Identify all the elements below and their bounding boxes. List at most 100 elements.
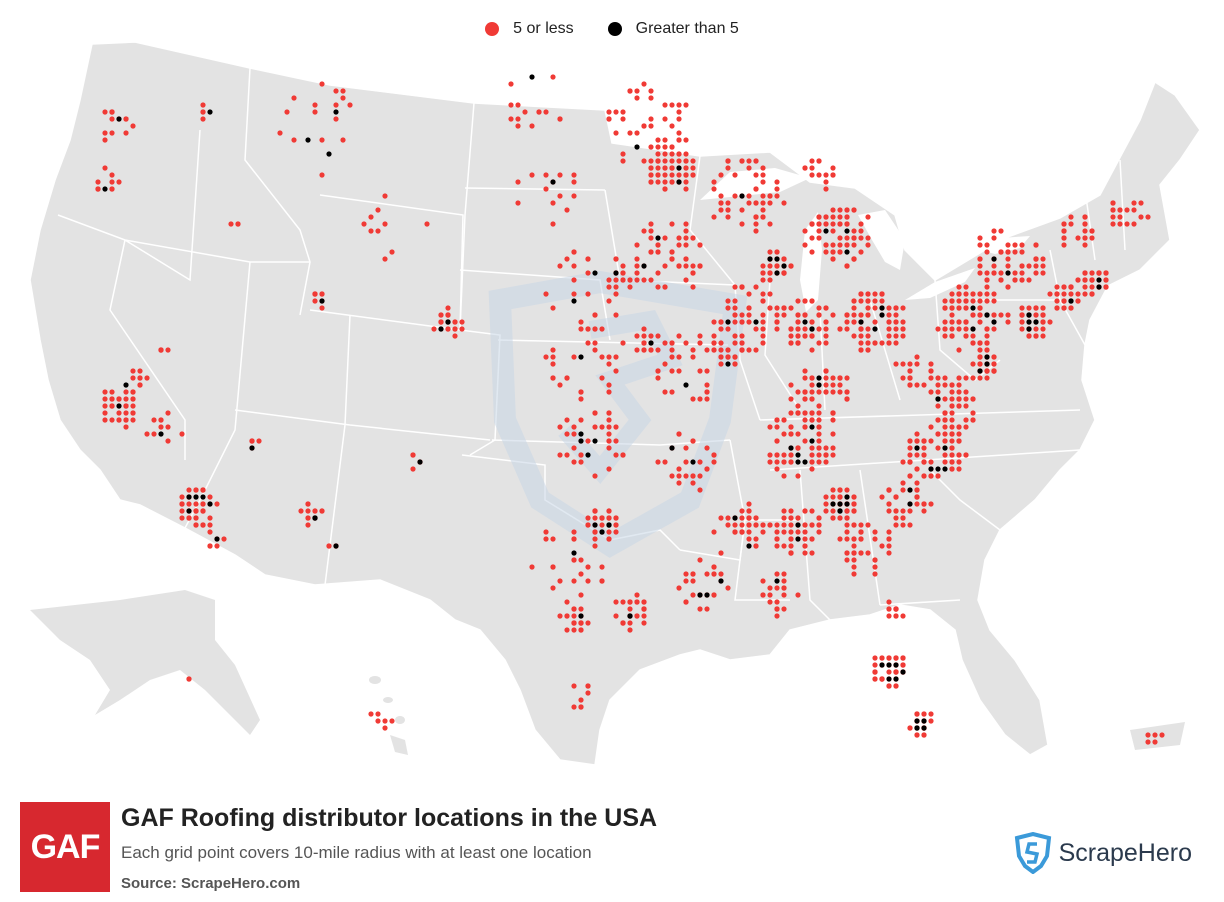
location-point-few [102,165,108,171]
location-point-few [277,130,283,136]
location-point-few [830,249,836,255]
location-point-few [592,326,598,332]
location-point-few [123,410,129,416]
location-point-few [95,186,101,192]
location-point-few [1012,242,1018,248]
location-point-few [340,95,346,101]
location-point-few [942,326,948,332]
location-point-few [746,312,752,318]
location-point-many [928,466,934,472]
location-point-few [669,123,675,129]
location-point-few [669,172,675,178]
location-point-few [767,200,773,206]
location-point-few [816,452,822,458]
location-point-few [809,235,815,241]
location-point-few [228,221,234,227]
location-point-few [837,487,843,493]
location-point-few [375,207,381,213]
location-point-few [1082,235,1088,241]
location-point-few [319,305,325,311]
location-point-few [683,578,689,584]
location-point-few [984,340,990,346]
location-point-few [613,522,619,528]
location-point-few [130,375,136,381]
location-point-few [648,172,654,178]
location-point-few [676,116,682,122]
location-point-few [767,221,773,227]
location-point-few [613,256,619,262]
location-point-few [753,158,759,164]
location-point-few [375,711,381,717]
location-point-few [767,585,773,591]
location-point-few [214,501,220,507]
location-point-few [795,592,801,598]
location-point-many [921,725,927,731]
location-point-few [1005,256,1011,262]
location-point-few [711,186,717,192]
location-point-few [627,284,633,290]
location-point-few [851,550,857,556]
location-point-few [788,340,794,346]
location-point-few [886,683,892,689]
location-point-few [907,382,913,388]
location-point-few [956,382,962,388]
location-point-few [809,452,815,458]
location-point-few [711,452,717,458]
location-point-few [599,578,605,584]
location-point-few [963,298,969,304]
location-point-few [648,165,654,171]
location-point-few [732,340,738,346]
location-point-many [746,543,752,549]
location-point-few [865,305,871,311]
location-point-few [578,459,584,465]
location-point-few [599,522,605,528]
location-point-few [781,515,787,521]
location-point-few [585,690,591,696]
location-point-few [816,172,822,178]
location-point-few [697,459,703,465]
location-point-few [725,515,731,521]
location-point-many [802,459,808,465]
location-point-few [851,543,857,549]
location-point-few [711,347,717,353]
location-point-few [613,130,619,136]
source-note: Source: ScrapeHero.com [121,875,300,892]
location-point-many [571,298,577,304]
location-point-few [774,179,780,185]
location-point-few [634,130,640,136]
location-point-few [662,459,668,465]
location-point-few [655,151,661,157]
location-point-few [823,319,829,325]
location-point-few [886,312,892,318]
location-point-few [851,235,857,241]
location-point-few [837,207,843,213]
location-point-few [774,319,780,325]
location-point-few [879,298,885,304]
location-point-few [606,515,612,521]
location-point-few [102,410,108,416]
location-point-few [1110,207,1116,213]
location-point-few [788,333,794,339]
location-point-few [858,312,864,318]
location-point-many [781,263,787,269]
location-point-few [1061,242,1067,248]
location-point-few [942,459,948,465]
location-point-few [949,333,955,339]
location-point-few [662,172,668,178]
location-point-few [732,522,738,528]
location-point-few [984,242,990,248]
location-point-few [942,298,948,304]
location-point-few [809,158,815,164]
location-point-few [732,319,738,325]
location-point-few [816,235,822,241]
location-point-few [830,431,836,437]
location-point-few [858,529,864,535]
location-point-few [837,214,843,220]
location-point-few [900,655,906,661]
location-point-few [648,228,654,234]
location-point-few [536,109,542,115]
location-point-few [186,487,192,493]
location-point-few [102,130,108,136]
location-point-few [585,522,591,528]
location-point-few [214,543,220,549]
